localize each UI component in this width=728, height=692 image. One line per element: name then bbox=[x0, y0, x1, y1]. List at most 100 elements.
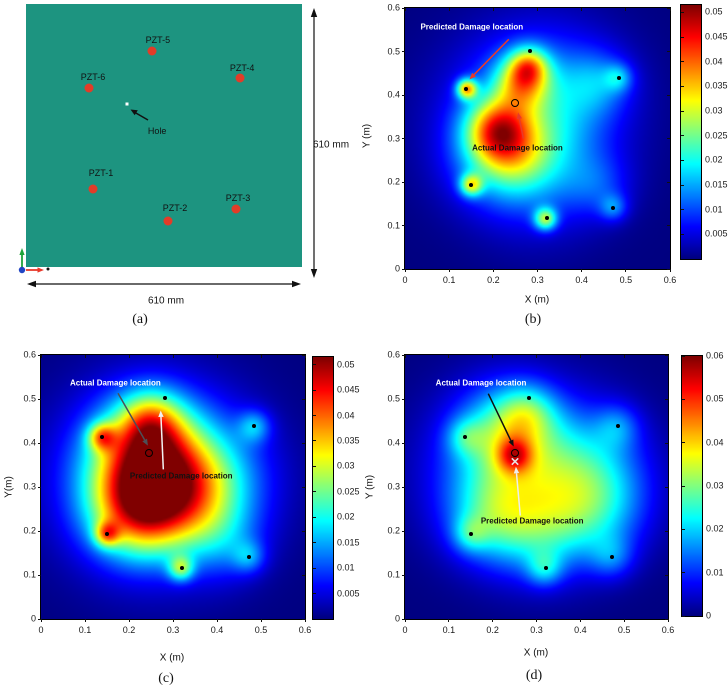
hole-arrow bbox=[130, 109, 149, 121]
y-tick-label: 0.1 bbox=[23, 569, 36, 580]
y-tick-mark-right bbox=[302, 442, 305, 444]
x-tick-mark bbox=[448, 269, 450, 272]
x-tick-mark bbox=[581, 269, 583, 272]
y-tick-label: 0 bbox=[394, 613, 400, 624]
sensor-dot bbox=[463, 86, 468, 91]
colorbar-tick-label: 0.035 bbox=[337, 435, 360, 446]
x-tick-mark-top bbox=[581, 8, 583, 11]
x-tick-label: 0.3 bbox=[530, 625, 543, 635]
x-tick-mark-top bbox=[625, 8, 627, 11]
sensor-dot bbox=[617, 76, 622, 81]
x-tick-mark-top bbox=[304, 355, 306, 358]
x-tick-mark-top bbox=[448, 8, 450, 11]
x-axis-label-c: X (m) bbox=[159, 652, 185, 664]
x-tick-mark bbox=[260, 619, 262, 622]
x-tick-label: 0.5 bbox=[619, 275, 633, 285]
hole-dot bbox=[125, 102, 129, 106]
y-tick-mark bbox=[38, 618, 41, 620]
colorbar-tick-label: 0.01 bbox=[337, 562, 355, 573]
colorbar-tick-label: 0.01 bbox=[706, 567, 724, 578]
colorbar-tick-label: 0.03 bbox=[706, 480, 724, 491]
colorbar-tick-label: 0.045 bbox=[337, 384, 360, 395]
colorbar-tick-label: 0.025 bbox=[705, 130, 728, 141]
sensor-dot bbox=[543, 565, 548, 570]
colorbar-c-canvas bbox=[312, 356, 334, 620]
x-tick-mark bbox=[667, 619, 669, 622]
x-tick-mark bbox=[537, 269, 538, 272]
y-tick-label: 0.6 bbox=[23, 349, 36, 360]
panel-b-letter: (b) bbox=[524, 312, 542, 327]
y-tick-mark-right bbox=[665, 354, 668, 356]
x-tick-mark bbox=[304, 619, 306, 622]
colorbar-tick-mark bbox=[681, 184, 684, 186]
colorbar-tick-label: 0.01 bbox=[705, 204, 723, 215]
y-tick-mark bbox=[402, 268, 405, 270]
y-tick-label: 0.4 bbox=[387, 89, 400, 100]
y-tick-mark-right bbox=[665, 398, 668, 400]
annotation-label: Predicted Damage location bbox=[420, 23, 524, 33]
x-tick-mark bbox=[84, 619, 86, 622]
x-tick-label: 0.6 bbox=[298, 625, 312, 635]
x-tick-label: 0.4 bbox=[575, 275, 588, 285]
x-tick-label: 0.3 bbox=[166, 625, 180, 635]
sensor-dot bbox=[99, 434, 104, 439]
colorbar-tick-label: 0.04 bbox=[706, 437, 724, 448]
y-tick-label: 0.5 bbox=[23, 393, 36, 404]
x-tick-mark-top bbox=[667, 355, 669, 358]
colorbar-tick-label: 0.02 bbox=[337, 511, 355, 522]
colorbar-tick-mark bbox=[313, 465, 316, 467]
colorbar-tick-mark bbox=[681, 233, 684, 235]
colorbar-tick-mark bbox=[682, 572, 685, 574]
pzt-sensor-label: PZT-1 bbox=[88, 168, 114, 179]
pzt-sensor-label: PZT-3 bbox=[225, 193, 251, 204]
sensor-dot bbox=[105, 532, 109, 537]
x-tick-mark bbox=[128, 619, 130, 622]
x-axis-label-b: X (m) bbox=[524, 294, 550, 306]
x-tick-mark-top bbox=[40, 355, 42, 358]
colorbar-tick-mark bbox=[313, 491, 316, 493]
colorbar-tick-label: 0.005 bbox=[705, 228, 728, 239]
actual-damage-marker bbox=[510, 99, 519, 108]
y-tick-mark bbox=[38, 486, 41, 488]
y-tick-label: 0.3 bbox=[23, 481, 36, 492]
height-dimension-arrow bbox=[310, 8, 318, 278]
x-tick-label: 0.5 bbox=[254, 625, 268, 635]
x-tick-mark-top bbox=[669, 8, 671, 11]
heatmap-c-canvas bbox=[40, 354, 306, 620]
colorbar-tick-mark bbox=[313, 440, 316, 442]
plate-width-label: 610 mm bbox=[147, 295, 185, 307]
y-tick-mark-right bbox=[667, 51, 670, 52]
sensor-dot bbox=[615, 424, 620, 429]
colorbar-tick-mark bbox=[313, 415, 316, 416]
y-tick-mark bbox=[402, 51, 405, 52]
x-tick-label: 0.6 bbox=[661, 625, 675, 635]
y-tick-mark bbox=[38, 442, 41, 444]
x-tick-label: 0.4 bbox=[574, 625, 587, 635]
x-tick-mark bbox=[448, 619, 450, 622]
colorbar-tick-label: 0.015 bbox=[705, 179, 728, 190]
colorbar-tick-mark bbox=[681, 159, 684, 161]
x-tick-label: 0.5 bbox=[617, 625, 631, 635]
origin-triad-icon bbox=[18, 248, 50, 274]
y-tick-label: 0.1 bbox=[387, 220, 400, 230]
x-tick-mark-top bbox=[216, 355, 218, 358]
panel-d-letter: (d) bbox=[525, 668, 543, 683]
y-tick-mark-right bbox=[302, 398, 305, 400]
y-tick-mark-right bbox=[667, 268, 670, 270]
sensor-dot bbox=[463, 434, 468, 439]
y-tick-mark-right bbox=[665, 530, 668, 532]
pzt-sensor-dot bbox=[163, 216, 173, 226]
actual-damage-marker bbox=[511, 449, 520, 458]
x-tick-label: 0.2 bbox=[487, 275, 500, 285]
y-tick-label: 0.3 bbox=[387, 133, 400, 143]
sensor-dot bbox=[163, 396, 168, 401]
colorbar-tick-mark bbox=[313, 516, 316, 518]
x-tick-mark-top bbox=[128, 355, 130, 358]
colorbar-tick-label: 0.02 bbox=[706, 523, 724, 534]
sensor-dot bbox=[609, 554, 614, 559]
x-tick-mark bbox=[172, 619, 174, 622]
x-tick-mark-top bbox=[448, 355, 450, 358]
annotation-label: Predicted Damage location bbox=[480, 516, 584, 526]
sensor-dot bbox=[527, 48, 532, 53]
